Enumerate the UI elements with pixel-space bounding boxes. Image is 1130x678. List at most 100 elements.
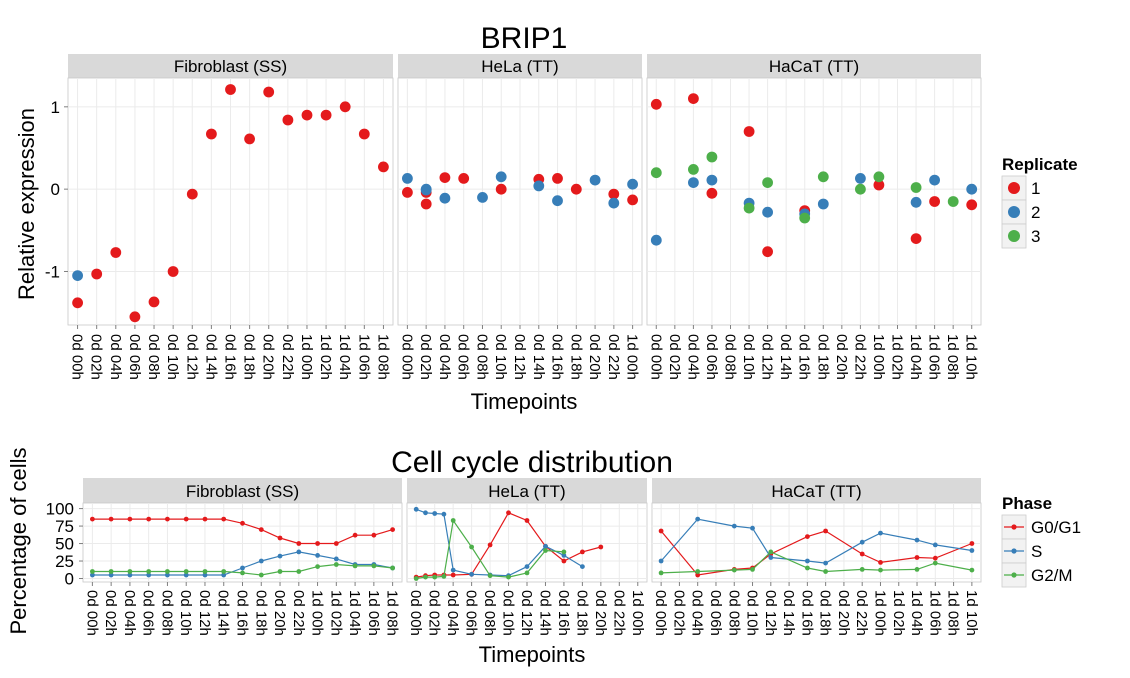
x-tick-label: 0d 06h [463,590,480,636]
facet-strip-hela-tt [407,478,647,503]
data-point-2 [589,174,601,186]
facet-label-fibroblast-ss: Fibroblast (SS) [186,482,299,501]
data-point-g2-m [469,544,474,550]
x-tick-label: 0d 02h [102,590,119,636]
data-point-1 [458,173,470,184]
data-point-g0-g1 [333,541,339,546]
data-point-g2-m [390,565,395,571]
data-point-s [914,537,920,543]
data-point-3 [743,202,755,214]
x-tick-label: 0d 18h [252,590,269,636]
facet-strip-hela-tt [398,54,642,78]
data-point-g2-m [561,549,567,555]
data-point-g0-g1 [914,555,920,560]
data-point-g0-g1 [580,549,585,555]
data-point-1 [570,183,582,195]
x-tick-label: 0d 20h [260,334,277,380]
facet-strip-hacat-tt [652,478,981,503]
data-point-g2-m [240,570,245,576]
x-tick-label: 0d 16h [549,334,566,380]
cell-cycle-x-axis-title: Timepoints [479,642,586,667]
data-point-s [731,523,737,529]
y-tick-label: 75 [55,517,74,536]
data-point-1 [966,199,978,211]
x-tick-label: 1d 00h [298,334,315,380]
x-tick-label: 1d 08h [374,334,391,380]
data-point-1 [688,93,699,104]
x-tick-label: 0d 10h [500,590,517,636]
data-point-g2-m [423,574,428,580]
x-tick-label: 0d 00h [647,334,664,380]
data-point-1 [358,128,370,140]
facet-fibroblast-ss: Fibroblast (SS)0d 00h 0d 02h 0d 04h 0d 06h 0… [67,54,394,380]
x-tick-label: 0d 22h [851,334,868,380]
data-point-g0-g1 [296,541,302,546]
data-point-g2-m [258,572,264,578]
data-point-g0-g1 [202,516,208,522]
x-tick-label: 0d 18h [241,334,258,380]
cell-cycle-facets: Fibroblast (SS)0d 00h 0d 02h 0d 04h 0d 06h 0… [46,478,982,636]
x-tick-label: 0d 02h [670,590,687,636]
data-point-g0-g1 [506,510,511,516]
data-point-1 [706,187,718,199]
legend-label-3: 3 [1031,227,1040,246]
data-point-s [90,572,95,578]
x-tick-label: 0d 00h [398,334,415,380]
data-point-s [413,506,419,512]
data-point-1 [72,297,83,309]
x-tick-label: 0d 06h [703,334,720,380]
x-tick-label: 0d 04h [436,334,453,380]
data-point-s [823,560,828,566]
x-tick-label: 0d 08h [145,334,162,380]
x-tick-label: 1d 08h [944,334,961,380]
data-point-g2-m [805,565,810,571]
plot-panel-hacat-tt [646,77,982,326]
cell-cycle-chart: Cell cycle distribution Fibroblast (SS) 0… [6,446,1081,667]
x-tick-label: 0d 20h [271,590,288,636]
data-point-2 [533,180,545,192]
data-point-1 [378,161,389,173]
data-point-s [768,555,774,560]
data-point-1 [110,247,122,258]
x-tick-label: 1d 02h [890,590,907,636]
data-point-1 [608,188,620,200]
data-point-1 [439,172,451,184]
replicate-legend: Replicate 1 2 3 [1001,155,1078,249]
expression-y-axis-title: Relative expression [14,108,39,300]
x-tick-label: 0d 06h [126,334,143,380]
data-point-2 [495,171,507,183]
data-point-1 [263,86,275,98]
data-point-g0-g1 [695,572,701,578]
data-point-g2-m [296,569,302,574]
x-tick-label: 0d 20h [592,590,609,636]
x-tick-label: 1d 10h [963,590,980,636]
data-point-g2-m [432,574,438,580]
legend-swatch-g2-m [1011,572,1017,578]
data-point-1 [225,84,236,95]
facet-strip-fibroblast-ss [83,478,402,503]
data-point-g0-g1 [450,572,456,578]
facet-label-hacat-tt: HaCaT (TT) [769,57,859,76]
data-point-g2-m [969,567,975,573]
data-point-g2-m [487,573,493,579]
data-point-g0-g1 [165,516,170,522]
expression-chart-title: BRIP1 [481,22,568,55]
legend-swatch-1 [1008,182,1020,194]
data-point-1 [244,133,256,145]
y-tick-label: -1 [45,262,60,281]
x-tick-label: 0d 20h [586,334,603,380]
x-tick-label: 0d 10h [744,590,761,636]
x-tick-label: 0d 08h [722,334,739,380]
data-point-s [127,572,133,578]
x-tick-label: 0d 20h [833,334,850,380]
data-point-s [441,511,447,517]
x-tick-label: 1d 00h [871,590,888,636]
x-tick-label: 0d 06h [707,590,724,636]
data-point-s [333,556,339,562]
x-tick-label: 0d 16h [222,334,239,380]
x-tick-label: 0d 14h [530,334,547,380]
x-tick-label: 0d 06h [140,590,157,636]
x-tick-label: 0d 02h [417,334,434,380]
data-point-1 [743,126,755,137]
legend-swatch-2 [1008,206,1020,218]
